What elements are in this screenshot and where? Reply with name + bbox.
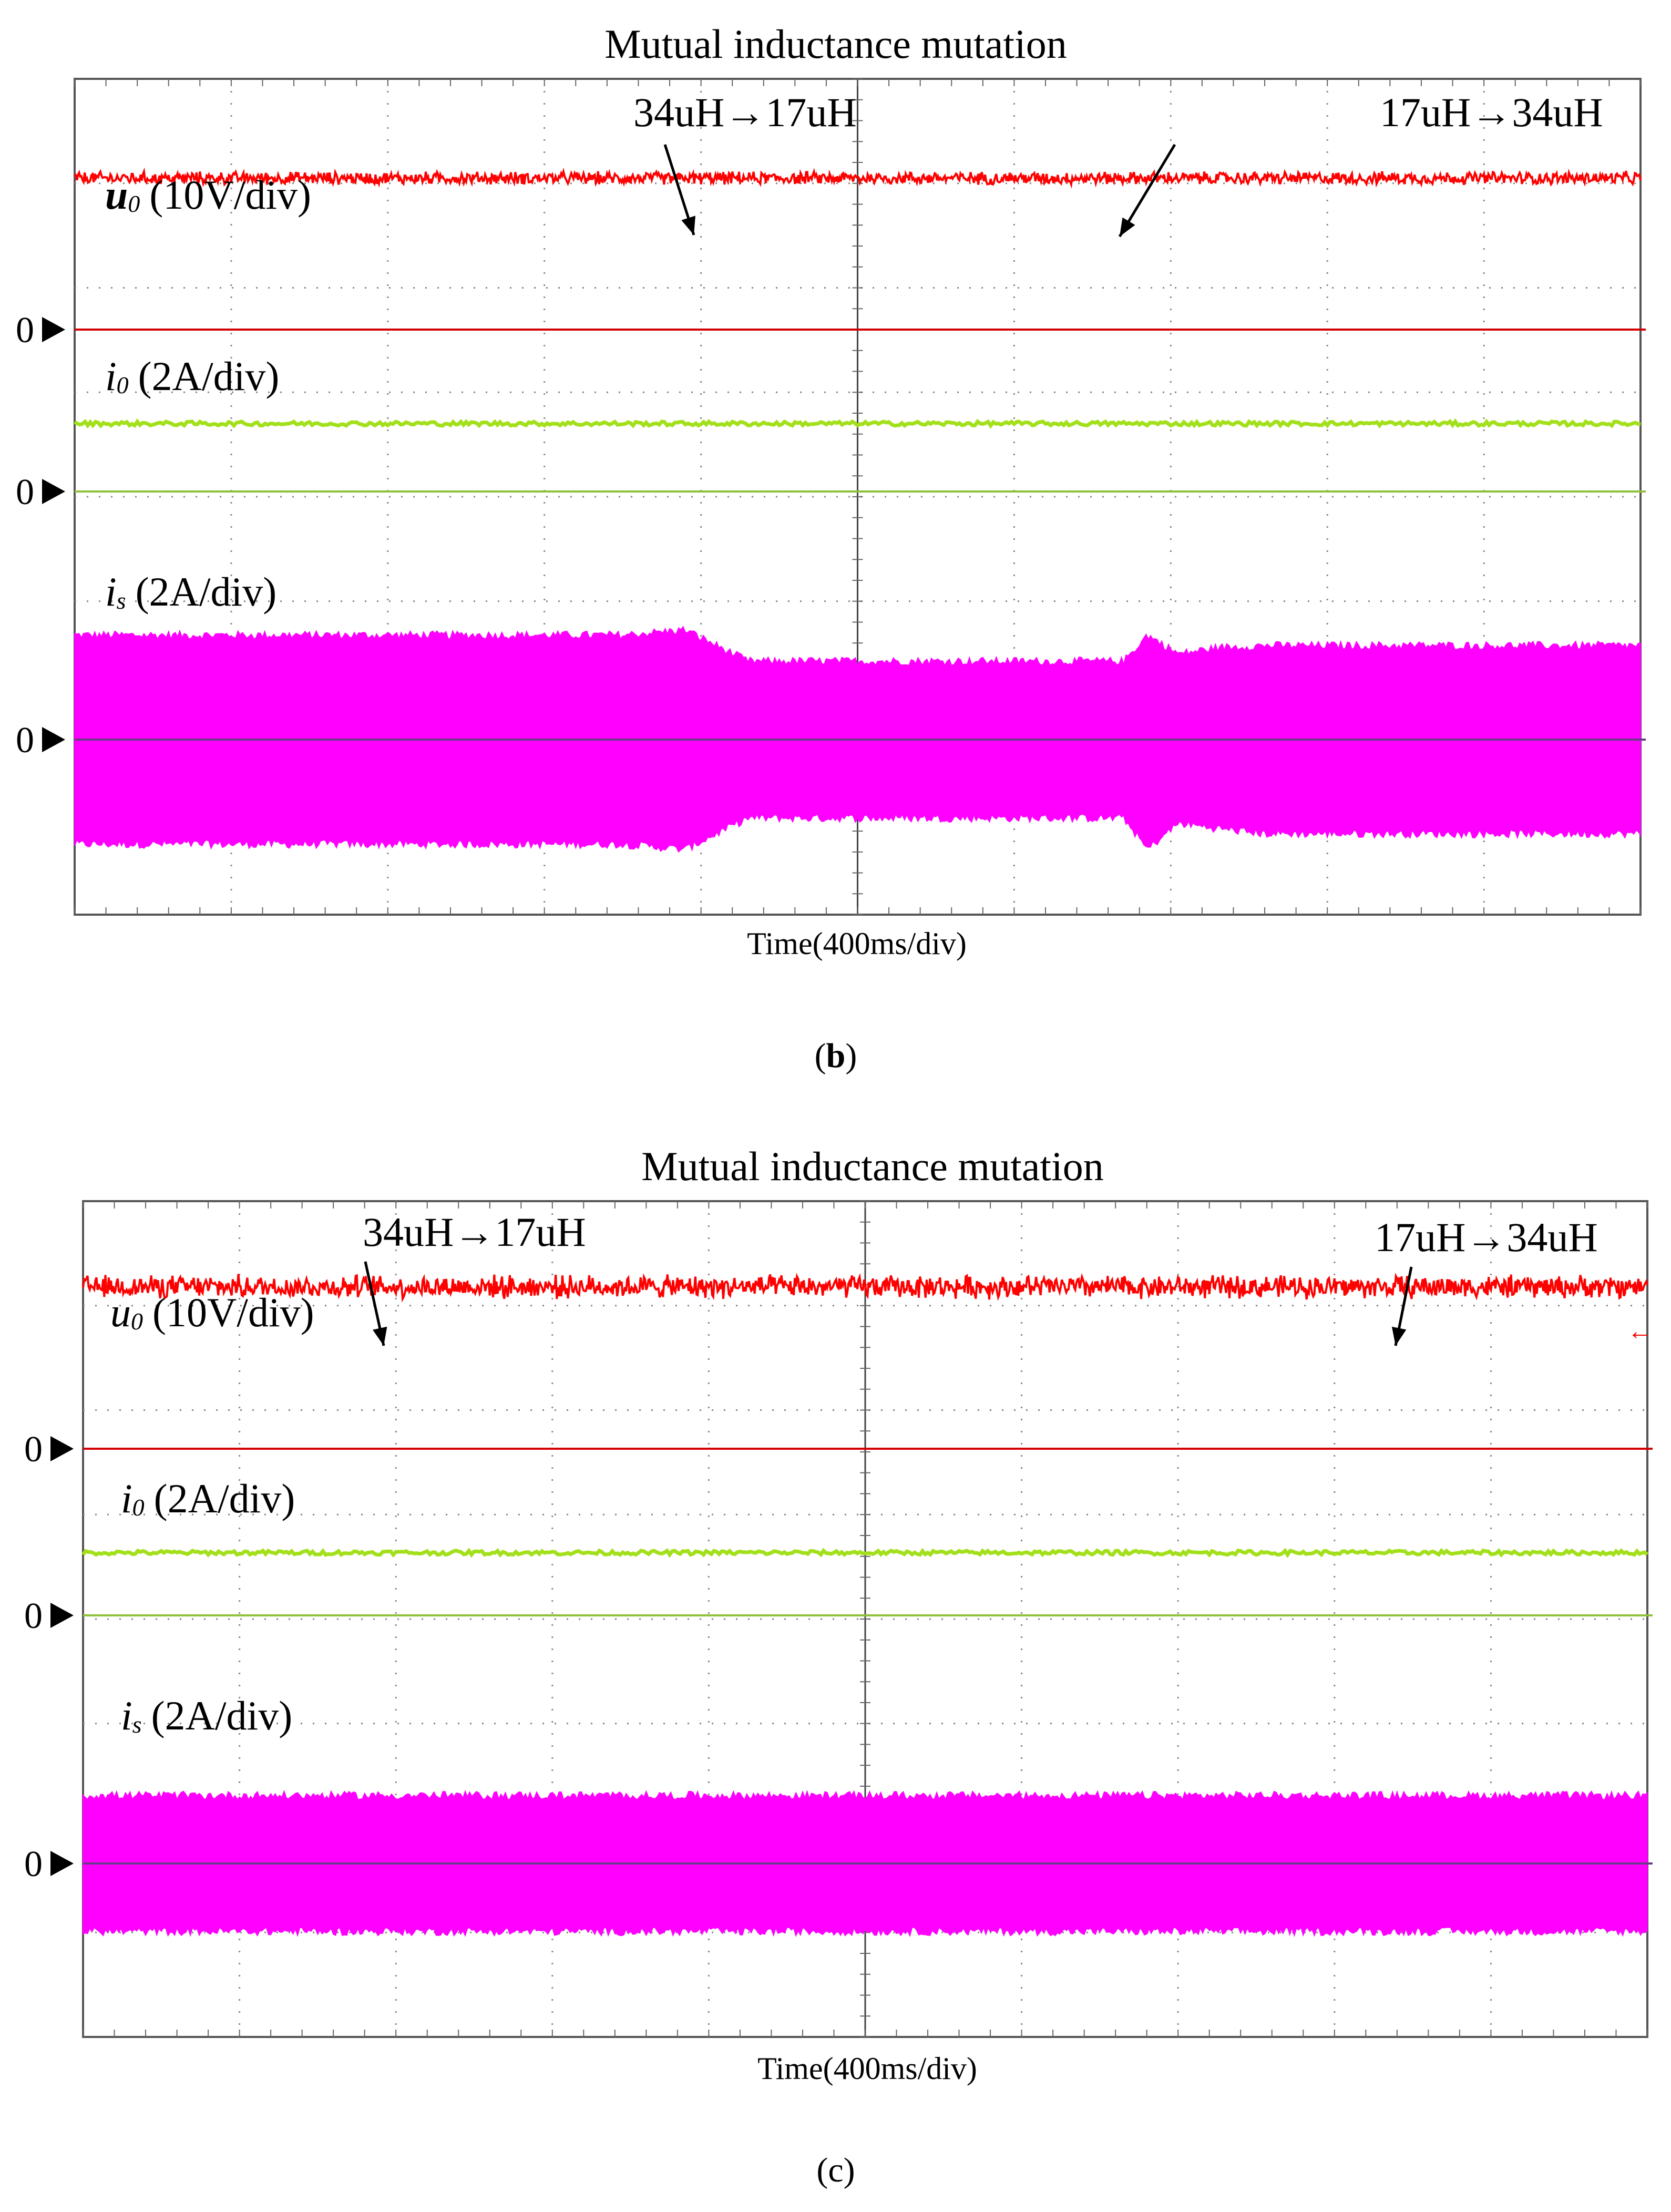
zero-marker-is: 0 [24,1844,43,1885]
channel-label-scale: (10V/div) [152,1289,314,1335]
channel-label-sub: 0 [117,372,129,398]
channel-label-scale: (2A/div) [154,1476,295,1521]
event-arrow-line [1118,144,1176,238]
panel-c-title: Mutual inductance mutation [641,1143,1103,1189]
zero-marker-i0: 0 [24,1596,43,1636]
panel-b-baselines: 0 0 0 [16,310,1646,761]
channel-label-scale: (10V/div) [149,172,311,218]
trace-i0 [74,418,1641,429]
event-arrow-head [1120,217,1135,237]
panel-b-channel-labels: u0 (10V/div)i0 (2A/div)is (2A/div) [105,172,311,615]
channel-label-var: i [121,1693,132,1738]
zero-marker-u0: 0 [24,1429,43,1470]
zero-marker-arrow-u0 [50,1436,74,1461]
panel-c-xlabel: Time(400ms/div) [757,2051,977,2086]
trace-i0 [81,1548,1649,1559]
channel-label-var: i [121,1476,132,1521]
panel-c-caption-close: ) [844,2151,855,2189]
panel-b-xlabel: Time(400ms/div) [747,926,967,961]
scope-panel-c: Mutual inductance mutation 0 0 0 34uH→17uH… [24,1143,1653,2189]
panel-c-caption-open: ( [816,2151,828,2189]
panel-b-caption-letter: b [826,1037,846,1075]
channel-label-sub: s [117,587,126,614]
zero-marker-arrow-is [42,727,65,752]
channel-label-scale: (2A/div) [151,1693,293,1738]
zero-marker-arrow-i0 [50,1603,74,1628]
panel-b-caption-close: ) [845,1037,857,1075]
zero-marker-arrow-i0 [42,479,65,504]
zero-marker-u0: 0 [16,310,34,351]
event-arrow-head [681,216,695,235]
panel-c-baselines: 0 0 0 [24,1429,1653,1885]
channel-label-var: u [105,172,128,218]
channel-label-sub: 0 [131,1308,143,1335]
zero-marker-is: 0 [16,720,34,761]
channel-label-var: i [105,353,117,399]
panel-b-annotations: 34uH→17uH 17uH→34uH [633,89,1603,238]
zero-marker-arrow-u0 [42,317,65,342]
event-label: 17uH→34uH [1380,89,1603,135]
event-label: 17uH→34uH [1375,1214,1598,1260]
panel-b-title: Mutual inductance mutation [604,21,1067,67]
channel-label-scale: (2A/div) [138,353,280,399]
event-label: 34uH→17uH [633,89,857,135]
panel-b-caption-open: ( [815,1037,826,1075]
channel-label-is: is (2A/div) [121,1693,292,1738]
channel-label-sub: 0 [132,1494,145,1521]
channel-label-var: u [110,1289,131,1335]
panel-c-offscreen-marker: ← [1627,1317,1653,1345]
panel-c-annotations: 34uH→17uH 17uH→34uH [363,1209,1598,1346]
scope-panel-b: Mutual inductance mutation 0 0 0 34uH→17uH… [16,21,1646,1075]
panel-b-caption: (b) [815,1037,857,1075]
channel-label-scale: (2A/div) [136,569,277,615]
event-arrow-head [373,1326,387,1346]
panel-c-caption-letter: c [828,2151,843,2189]
channel-label-i0: i0 (2A/div) [105,353,279,399]
channel-label-u0: u0 (10V/div) [110,1289,314,1335]
channel-label-u0: u0 (10V/div) [105,172,311,218]
panel-c-caption: (c) [816,2151,855,2189]
event-arrow-head [1391,1326,1407,1346]
zero-marker-arrow-is [50,1851,74,1876]
trace-u0 [74,167,1642,189]
channel-label-is: is (2A/div) [105,569,276,615]
channel-label-sub: 0 [128,190,140,217]
channel-label-sub: s [132,1711,142,1738]
panel-c-channel-labels: u0 (10V/div)i0 (2A/div)is (2A/div) [110,1289,314,1738]
channel-label-i0: i0 (2A/div) [121,1476,295,1521]
zero-marker-i0: 0 [16,472,34,513]
event-label: 34uH→17uH [363,1209,586,1255]
trace-u0 [82,1273,1648,1303]
channel-label-var: i [105,569,117,615]
